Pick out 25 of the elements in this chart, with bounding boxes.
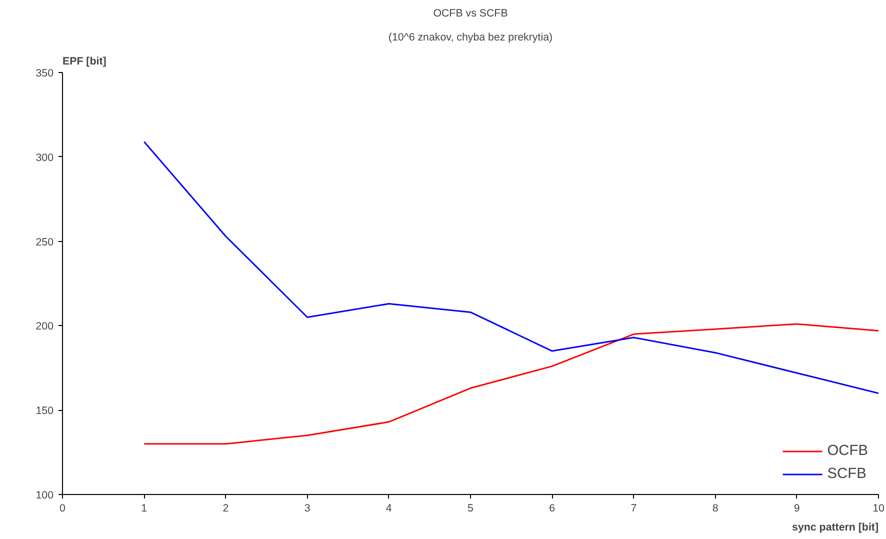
x-tick-label: 3 bbox=[304, 502, 310, 514]
x-tick-label: 1 bbox=[141, 502, 148, 514]
y-tick-label: 200 bbox=[36, 320, 54, 333]
x-tick-label: 8 bbox=[712, 502, 718, 514]
x-tick-label: 2 bbox=[222, 502, 229, 514]
x-axis-title: sync pattern [bit] bbox=[792, 522, 879, 534]
legend-label: OCFB bbox=[827, 443, 868, 459]
x-tick-label: 4 bbox=[386, 502, 392, 514]
legend-label: SCFB bbox=[827, 466, 866, 482]
x-tick-label: 5 bbox=[468, 502, 474, 514]
chart-title: OCFB vs SCFB bbox=[433, 8, 508, 20]
y-tick-label: 250 bbox=[36, 236, 54, 248]
line-series bbox=[143, 323, 878, 445]
chart-subtitle: (10^6 znakov, chyba bez prekrytia) bbox=[388, 32, 553, 44]
y-tick-label: 100 bbox=[36, 490, 54, 502]
x-tick-label: 9 bbox=[794, 502, 800, 514]
line-series bbox=[143, 140, 878, 394]
x-tick-label: 6 bbox=[549, 502, 556, 514]
x-tick-label: 0 bbox=[60, 502, 66, 514]
y-axis-title: EPF [bit] bbox=[62, 56, 106, 68]
x-tick-label: 7 bbox=[630, 502, 637, 514]
x-tick-label: 10 bbox=[872, 502, 884, 514]
y-tick-label: 350 bbox=[36, 68, 54, 80]
y-tick-label: 300 bbox=[36, 152, 54, 164]
y-tick-label: 150 bbox=[36, 405, 54, 418]
